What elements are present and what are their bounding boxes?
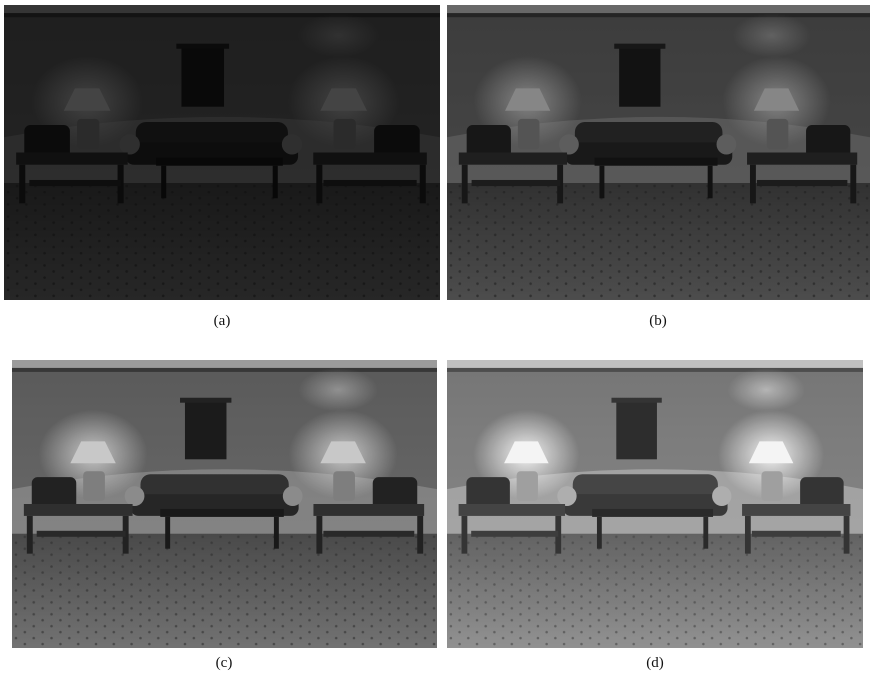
caption: (b) [649, 313, 667, 329]
image-a [4, 5, 440, 300]
caption: (a) [213, 313, 231, 329]
image-c [12, 360, 437, 648]
image-b [447, 5, 870, 300]
caption: (c) [215, 655, 233, 671]
caption: (d) [646, 655, 664, 671]
image-d [447, 360, 863, 648]
